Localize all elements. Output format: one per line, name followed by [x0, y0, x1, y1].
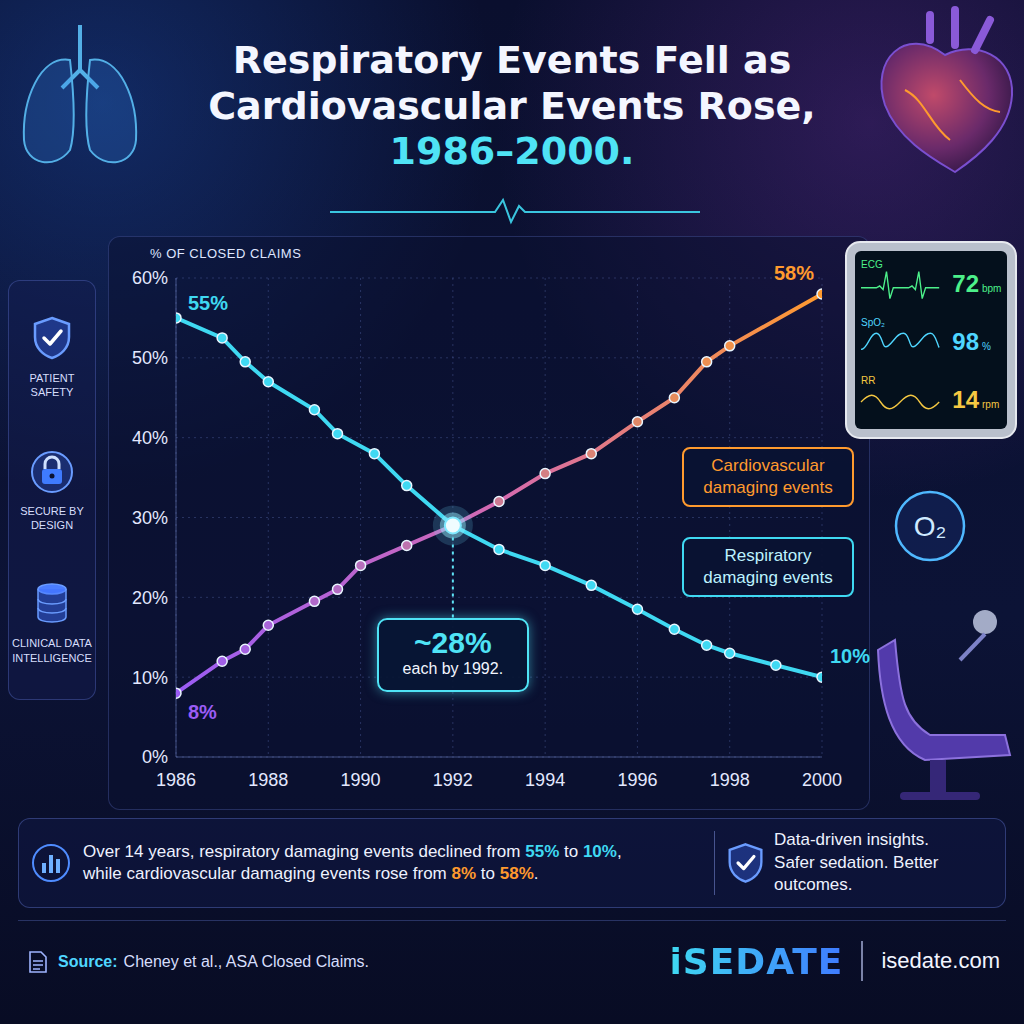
svg-text:10%: 10% [830, 645, 870, 667]
svg-text:1996: 1996 [617, 770, 657, 790]
svg-text:ECG: ECG [861, 259, 883, 270]
svg-text:%: % [982, 341, 991, 352]
html-text:% OF CLOSED CLAIMS: % OF CLOSED CLAIMS [150, 246, 302, 261]
svg-text:58%: 58% [774, 262, 814, 284]
svg-text:2000: 2000 [802, 770, 842, 790]
html-text:iSEDATE: iSEDATE [669, 940, 844, 982]
svg-text:1998: 1998 [710, 770, 750, 790]
svg-text:1988: 1988 [248, 770, 288, 790]
svg-text:1986: 1986 [156, 770, 196, 790]
svg-text:98: 98 [952, 328, 979, 355]
svg-text:1990: 1990 [341, 770, 381, 790]
svg-text:30%: 30% [132, 508, 168, 528]
html-text:Respiratory Events Fell as Car: Respiratory Events Fell as Cardiovascula… [208, 38, 816, 128]
svg-text:72: 72 [952, 270, 979, 297]
svg-text:rpm: rpm [982, 399, 999, 410]
svg-text:8%: 8% [188, 701, 217, 723]
svg-text:55%: 55% [188, 292, 228, 314]
html-text:Over 14 years, respiratory dam: Over 14 years, respiratory damaging even… [83, 841, 622, 861]
html-text:Cardiovascular damaging events: Cardiovascular damaging events [703, 456, 833, 498]
svg-text:50%: 50% [132, 348, 168, 368]
svg-text:RR: RR [861, 375, 875, 386]
html-text:PATIENT SAFETY: PATIENT SAFETY [29, 372, 75, 399]
svg-text:20%: 20% [132, 588, 168, 608]
html-text:~28%: ~28% [414, 626, 492, 659]
html-text:isedate.com: isedate.com [881, 948, 1000, 973]
svg-text:60%: 60% [132, 268, 168, 288]
html-text:Safer sedation. Better outcome: Safer sedation. Better outcomes. [774, 852, 939, 895]
html-text:Data-driven insights.: Data-driven insights. [774, 829, 929, 849]
html-text:Source: Cheney et al., ASA Clo: Source: Cheney et al., ASA Closed Claims… [58, 953, 369, 970]
html-text:Respiratory damaging events: Respiratory damaging events [703, 546, 833, 588]
svg-text:1994: 1994 [525, 770, 565, 790]
svg-text:bpm: bpm [982, 283, 1001, 294]
svg-text:1992: 1992 [433, 770, 473, 790]
svg-text:SpO₂: SpO₂ [861, 317, 885, 328]
svg-text:14: 14 [952, 386, 979, 413]
svg-text:O₂: O₂ [914, 511, 947, 542]
svg-text:0%: 0% [142, 747, 168, 767]
html-text:1986–2000.: 1986–2000. [389, 129, 635, 174]
html-text:SECURE BY DESIGN: SECURE BY DESIGN [20, 504, 84, 531]
html-text:each by 1992.: each by 1992. [402, 660, 504, 677]
html-text:while cardiovascular damaging: while cardiovascular damaging events ros… [83, 864, 539, 883]
svg-text:40%: 40% [132, 428, 168, 448]
html-text:CLINICAL DATA INTELLIGENCE: CLINICAL DATA INTELLIGENCE [12, 637, 92, 664]
svg-text:10%: 10% [132, 668, 168, 688]
